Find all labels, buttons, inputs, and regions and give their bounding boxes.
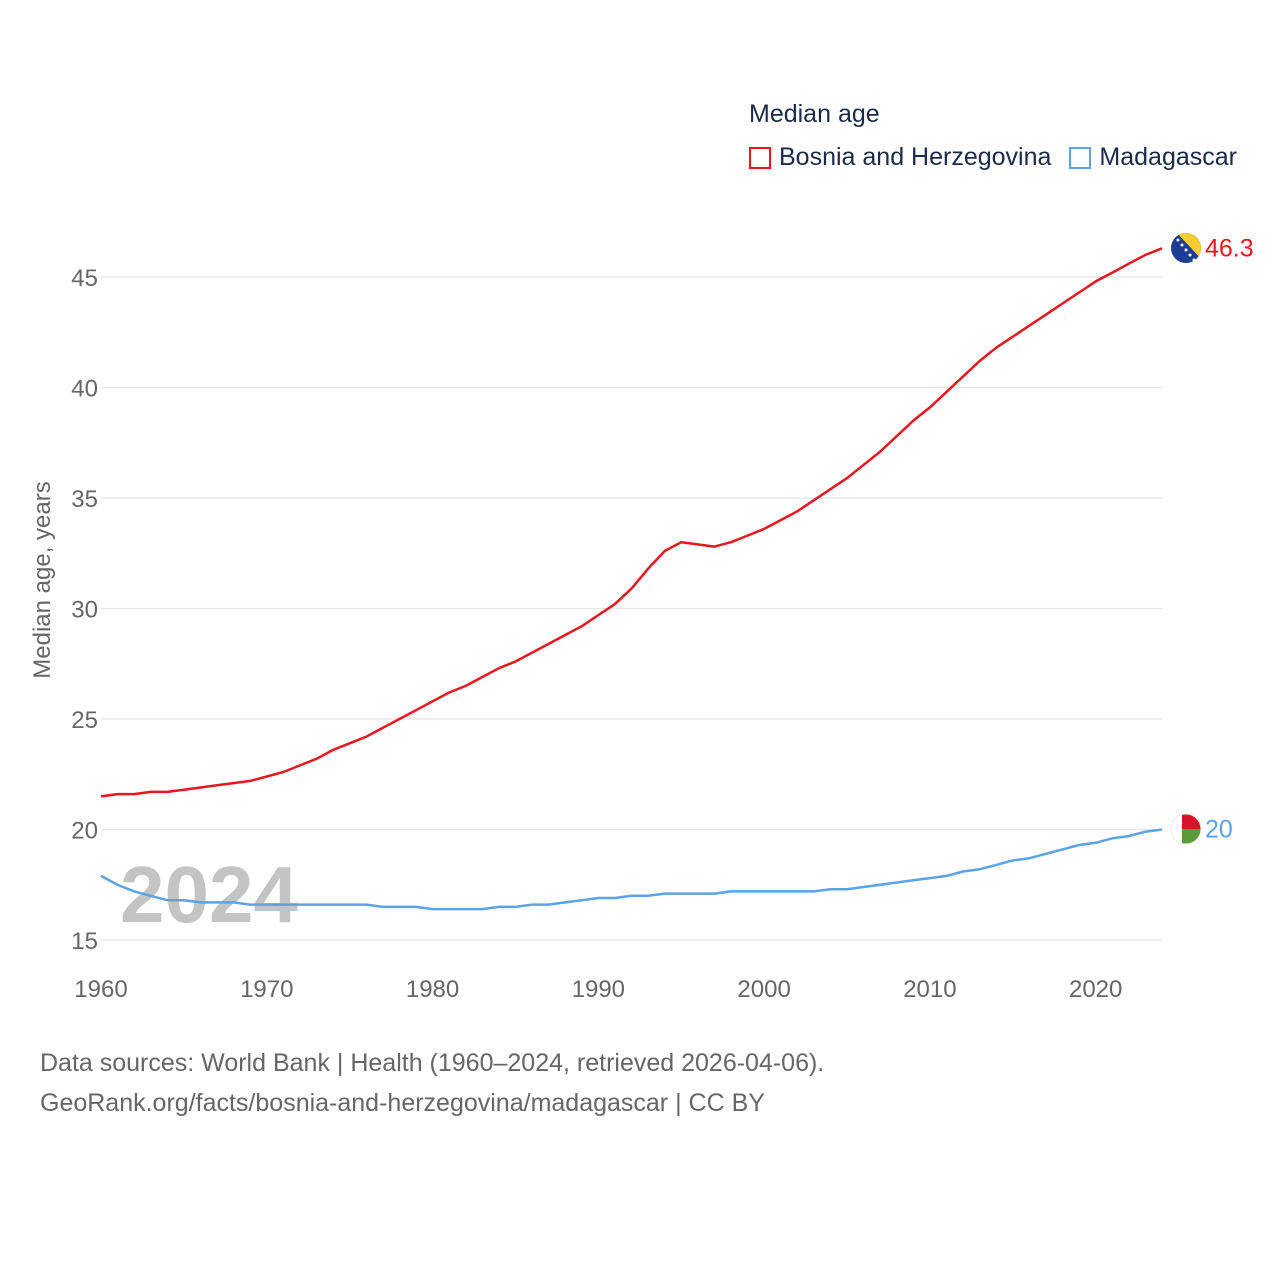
series-line-bosnia-and-herzegovina <box>100 247 1163 798</box>
x-tick-label-2010: 2010 <box>903 976 956 1003</box>
x-tick-label-1960: 1960 <box>74 976 127 1003</box>
y-tick-label-30: 30 <box>71 597 98 624</box>
bosnia-end-value: 46.3 <box>1205 234 1254 262</box>
y-tick-label-45: 45 <box>71 265 98 292</box>
legend-title: Median age <box>749 100 880 128</box>
x-tick-label-1990: 1990 <box>572 976 625 1003</box>
y-tick-label-35: 35 <box>71 486 98 513</box>
y-tick-label-40: 40 <box>71 376 98 403</box>
x-tick-label-2000: 2000 <box>737 976 790 1003</box>
legend-swatch-madagascar <box>1069 146 1092 169</box>
y-axis-tick-labels: 15 20 25 30 35 40 45 <box>71 265 98 955</box>
legend-item-bosnia[interactable]: Bosnia and Herzegovina <box>749 143 1051 172</box>
legend-item-madagascar[interactable]: Madagascar <box>1069 143 1237 172</box>
data-source-note: Data sources: World Bank | Health (1960–… <box>40 1043 824 1123</box>
legend-label-bosnia: Bosnia and Herzegovina <box>779 143 1052 171</box>
madagascar-end-value: 20 <box>1205 816 1233 844</box>
legend-swatch-bosnia <box>749 146 771 169</box>
y-axis-title: Median age, years <box>29 481 56 678</box>
legend: Bosnia and Herzegovina Madagascar <box>749 143 1255 172</box>
y-tick-label-20: 20 <box>71 818 98 845</box>
x-axis-tick-labels: 1960 1970 1980 1990 2000 2010 2020 <box>74 976 1122 1003</box>
bosnia-flag-icon <box>1171 233 1201 263</box>
madagascar-flag-icon <box>1170 813 1202 845</box>
x-tick-label-2020: 2020 <box>1069 976 1122 1003</box>
source-url-link[interactable]: GeoRank.org/facts/bosnia-and-herzegovina… <box>40 1089 765 1117</box>
legend-label-madagascar: Madagascar <box>1099 143 1237 171</box>
series-lines <box>100 247 1163 911</box>
grid-lines <box>101 276 1162 941</box>
source-line-1: Data sources: World Bank | Health (1960–… <box>40 1049 825 1077</box>
x-tick-label-1980: 1980 <box>406 976 459 1003</box>
y-tick-label-15: 15 <box>71 928 98 955</box>
x-tick-label-1970: 1970 <box>240 976 293 1003</box>
series-line-madagascar <box>100 828 1163 911</box>
y-tick-label-25: 25 <box>71 707 98 734</box>
